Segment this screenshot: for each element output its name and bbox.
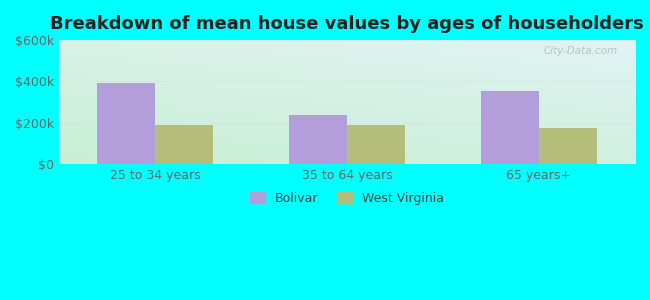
Bar	[539, 128, 597, 164]
Bar	[482, 91, 539, 164]
Bar	[155, 125, 213, 164]
Title: Breakdown of mean house values by ages of householders: Breakdown of mean house values by ages o…	[50, 15, 644, 33]
Legend: Bolivar, West Virginia: Bolivar, West Virginia	[245, 187, 449, 210]
Bar	[289, 115, 347, 164]
Bar	[347, 125, 404, 164]
Bar	[98, 82, 155, 164]
Text: City-Data.com: City-Data.com	[543, 46, 618, 56]
